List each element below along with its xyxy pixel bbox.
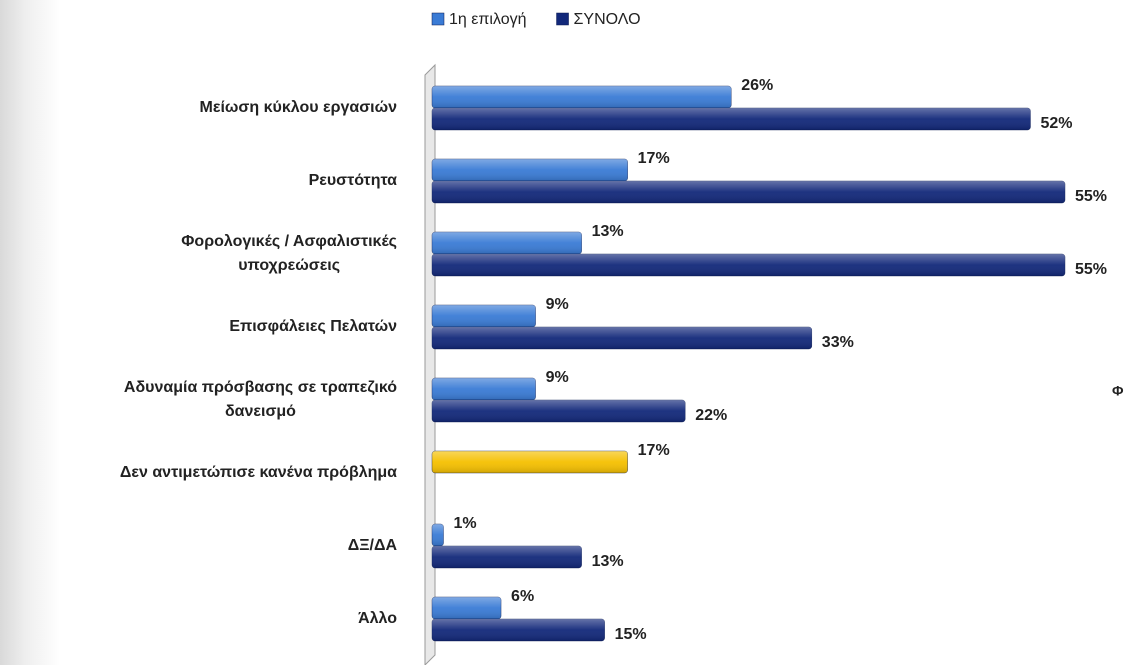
annotation: Φ — [1112, 383, 1124, 399]
category-text: ΔΞ/ΔΑ — [347, 537, 397, 554]
value-label: 26% — [741, 77, 773, 94]
bar-shine — [432, 451, 628, 473]
bar-shine — [432, 524, 444, 546]
category-label: Ρευστότητα — [0, 151, 397, 211]
bar-shine — [432, 400, 686, 422]
value-label: 1% — [454, 515, 477, 532]
category-label: ΔΞ/ΔΑ — [0, 516, 397, 576]
bar-shine — [432, 254, 1065, 276]
category-text: Ρευστότητα — [308, 172, 397, 189]
value-label: 55% — [1075, 188, 1107, 205]
legend-swatch — [556, 12, 569, 26]
bar-shine — [432, 305, 536, 327]
category-text: Αδυναμία πρόσβασης σε τραπεζικό δανεισμό — [123, 379, 397, 420]
value-label: 17% — [638, 150, 670, 167]
category-label: Δεν αντιμετώπισε κανένα πρόβλημα — [0, 443, 397, 503]
value-label: 15% — [615, 626, 647, 643]
axis-wall — [424, 63, 436, 665]
value-label: 33% — [822, 334, 854, 351]
bar-shine — [432, 597, 502, 619]
category-text: Μείωση κύκλου εργασιών — [199, 99, 397, 116]
bar-shine — [432, 86, 732, 108]
value-label: 17% — [638, 442, 670, 459]
value-label: 9% — [546, 369, 569, 386]
value-label: 52% — [1040, 115, 1072, 132]
category-label: Αδυναμία πρόσβασης σε τραπεζικό δανεισμό — [0, 370, 397, 430]
category-label: Επισφάλειες Πελατών — [0, 297, 397, 357]
category-label: Άλλο — [0, 589, 397, 649]
bar-shine — [432, 108, 1031, 130]
category-text: Άλλο — [358, 610, 397, 627]
legend-label: ΣΥΝΟΛΟ — [574, 11, 641, 28]
bar-shine — [432, 378, 536, 400]
value-label: 55% — [1075, 261, 1107, 278]
value-label: 6% — [511, 588, 534, 605]
category-text: Δεν αντιμετώπισε κανένα πρόβλημα — [119, 464, 397, 481]
value-label: 9% — [546, 296, 569, 313]
bar-shine — [432, 327, 812, 349]
category-label: Μείωση κύκλου εργασιών — [0, 78, 397, 138]
bar-shine — [432, 159, 628, 181]
legend-swatch — [431, 12, 445, 26]
bar-shine — [432, 181, 1065, 203]
value-label: 13% — [592, 553, 624, 570]
value-label: 13% — [592, 223, 624, 240]
category-text: Φορολογικές / Ασφαλιστικές υποχρεώσεις — [181, 233, 397, 274]
category-text: Επισφάλειες Πελατών — [229, 318, 397, 335]
category-label: Φορολογικές / Ασφαλιστικές υποχρεώσεις — [0, 224, 397, 284]
bar-shine — [432, 232, 582, 254]
bar-shine — [432, 619, 605, 641]
value-label: 22% — [695, 407, 727, 424]
legend-label: 1η επιλογή — [449, 11, 527, 28]
bar-shine — [432, 546, 582, 568]
